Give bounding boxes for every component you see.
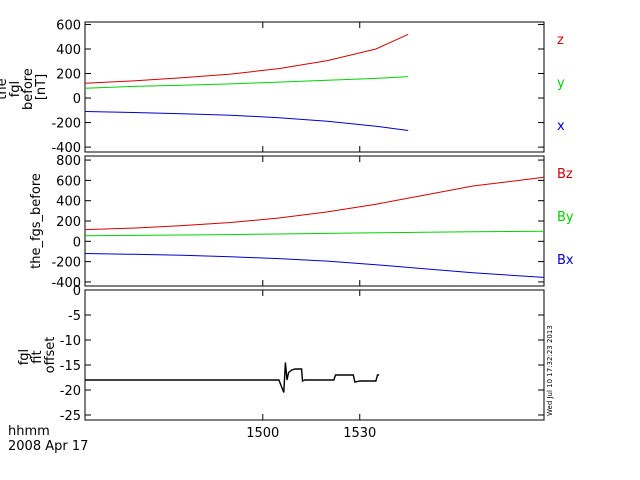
y-tick-label: 0 — [73, 284, 81, 299]
y-tick-label: -5 — [68, 309, 81, 324]
series-line-series0 — [85, 362, 380, 393]
series-line-By — [84, 230, 545, 237]
y-tick-label: -400 — [51, 276, 81, 291]
y-tick-label: 400 — [56, 43, 81, 58]
timestamp: Wed Jul 10 17:32:23 2013 — [546, 325, 554, 416]
y-tick-label: 0 — [73, 235, 81, 250]
y-tick-label: 0 — [73, 92, 81, 107]
y-tick-label: -10 — [60, 334, 81, 349]
plot-area — [84, 176, 545, 278]
panel-frame — [84, 21, 545, 153]
panel-frame — [84, 155, 545, 287]
legend-label-Bz: Bz — [557, 167, 573, 182]
series-line-z — [84, 33, 409, 84]
legend: Bz By Bx — [557, 167, 574, 268]
x-tick-label: 1530 — [343, 426, 376, 441]
panel-fgl-fit-offset: -25 -20 -15 -10 -5 0 fgl fit offset Wed Jul 1… — [17, 284, 554, 424]
y-tick-label: 600 — [56, 174, 81, 189]
panel-fgl-before: -400 -200 0 200 400 600 z y x the fgl before [n… — [0, 18, 565, 156]
legend-label-Bx: Bx — [557, 253, 574, 268]
x-axis-label-hhmm: hhmm — [8, 424, 50, 439]
legend: z y x — [557, 33, 565, 134]
x-axis-label-date: 2008 Apr 17 — [8, 439, 88, 454]
y-tick-label: -20 — [60, 384, 81, 399]
y-axis-label: the fgl before [nT] — [0, 64, 49, 110]
y-tick-label: 400 — [56, 195, 81, 210]
series-line-Bx — [84, 253, 545, 278]
y-tick-label: -15 — [60, 359, 81, 374]
series-line-y — [84, 76, 409, 89]
legend-label-y: y — [557, 76, 565, 91]
y-ticks: -25 -20 -15 -10 -5 0 — [60, 284, 544, 424]
panel-frame — [84, 289, 545, 421]
y-ticks: -400 -200 0 200 400 600 — [51, 18, 544, 156]
series-line-x — [84, 111, 409, 131]
x-tick-label: 1500 — [246, 426, 279, 441]
panel-fgs-before: -400 -200 0 200 400 600 800 Bz By Bx the_fgs_bef… — [29, 154, 574, 291]
x-axis: 1500 1530 — [246, 426, 376, 441]
plot-area — [84, 33, 409, 131]
legend-label-x: x — [557, 119, 565, 134]
y-tick-label: 800 — [56, 154, 81, 169]
legend-label-By: By — [557, 210, 574, 225]
y-tick-label: -200 — [51, 117, 81, 132]
y-tick-label: 200 — [56, 68, 81, 83]
legend-label-z: z — [557, 33, 564, 48]
y-tick-label: -400 — [51, 141, 81, 156]
plot-area — [85, 362, 380, 393]
y-tick-label: -25 — [60, 409, 81, 424]
y-tick-label: -200 — [51, 256, 81, 271]
y-axis-label: the_fgs_before — [29, 173, 44, 269]
y-tick-label: 200 — [56, 215, 81, 230]
y-ticks: -400 -200 0 200 400 600 800 — [51, 154, 544, 291]
y-tick-label: 600 — [56, 18, 81, 33]
series-line-Bz — [84, 176, 545, 231]
y-axis-label: fgl fit offset — [17, 337, 58, 374]
